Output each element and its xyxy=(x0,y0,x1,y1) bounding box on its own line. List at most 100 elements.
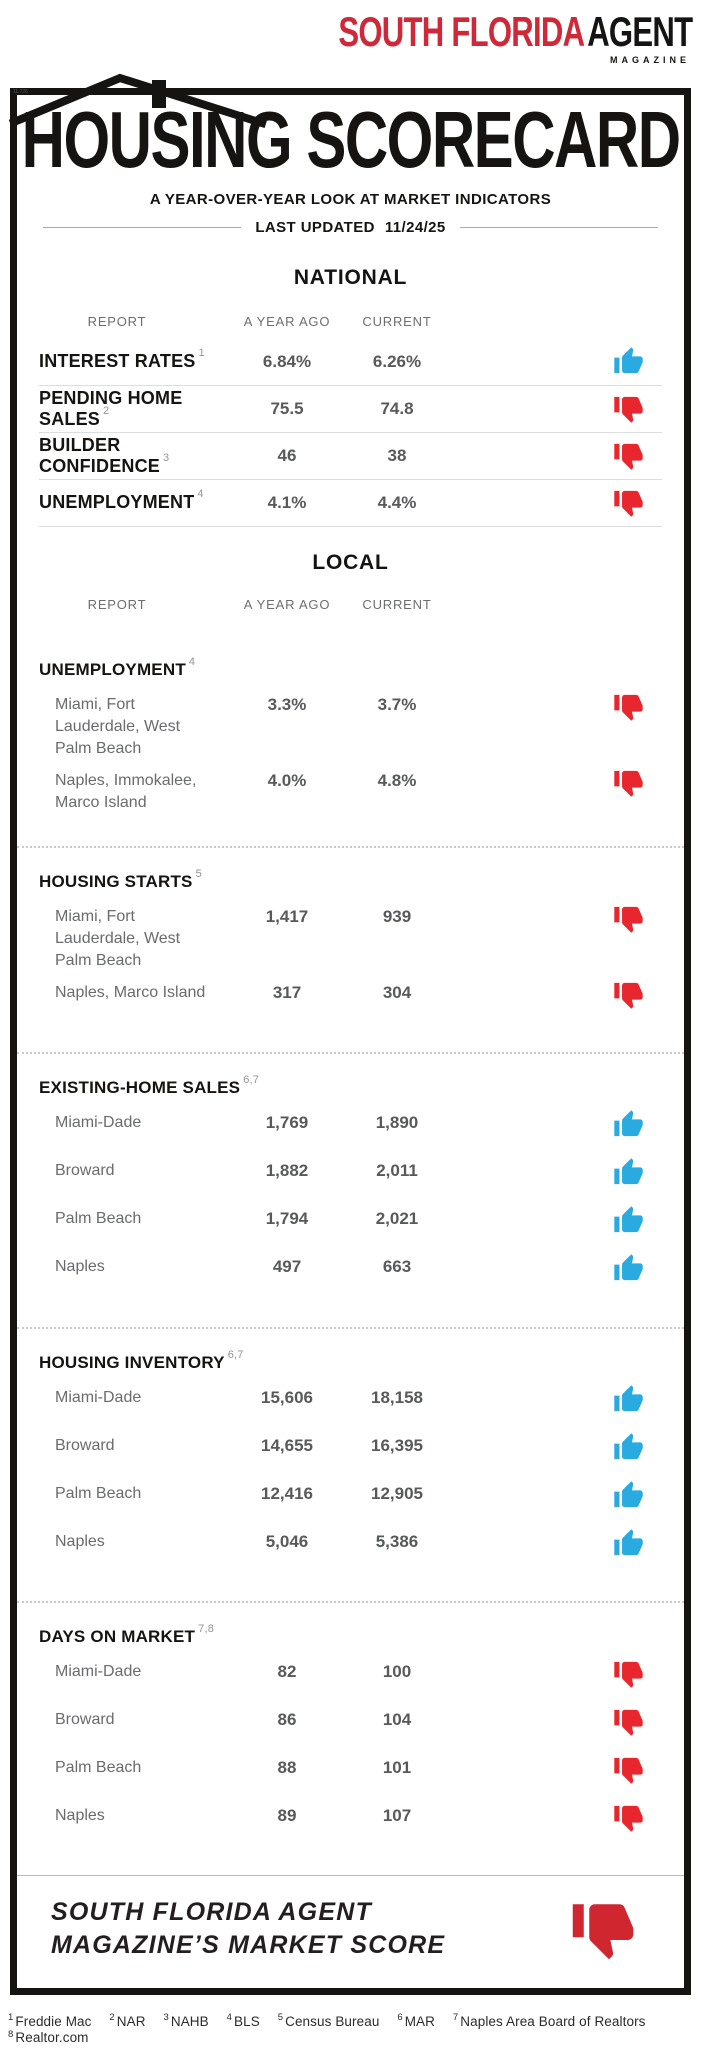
region-label: Broward xyxy=(55,1436,115,1454)
year-ago-value: 5,046 xyxy=(265,1531,309,1551)
footnote: 5 Census Bureau xyxy=(277,2012,380,2029)
footnote: 1 Freddie Mac xyxy=(8,2012,92,2029)
magazine-logo: SOUTH FLORIDAAGENT MAGAZINE xyxy=(214,9,693,66)
year-ago-value: 12,416 xyxy=(261,1483,313,1503)
national-heading: NATIONAL xyxy=(293,265,408,289)
table-row: INTEREST RATES 1 6.84% 6.26% xyxy=(17,339,684,385)
house-roof-icon xyxy=(8,73,268,129)
year-ago-value: 88 xyxy=(277,1757,297,1777)
page-title: HOUSING SCORECARD xyxy=(21,95,681,184)
current-value: 16,395 xyxy=(371,1435,423,1455)
year-ago-value: 4.0% xyxy=(267,771,307,791)
footnote: 7 Naples Area Board of Realtors xyxy=(452,2012,646,2029)
group-title: EXISTING-HOME SALES 6,7 xyxy=(39,1074,260,1098)
thumbs-up-icon xyxy=(613,1384,644,1415)
group-housing-starts: HOUSING STARTS 5 Miami, Fort Lauderdale, … xyxy=(17,846,684,1028)
current-value: 4.8% xyxy=(377,771,417,791)
table-row: Miami, Fort Lauderdale, West Palm Beach … xyxy=(17,904,684,980)
region-label: Broward xyxy=(55,1162,115,1180)
column-header-report: REPORT xyxy=(87,596,147,612)
thumbs-up-icon xyxy=(613,346,644,377)
group-unemployment: UNEMPLOYMENT 4 Miami, Fort Lauderdale, We… xyxy=(17,636,684,822)
report-label: BUILDER CONFIDENCE 3 xyxy=(39,434,170,476)
group-title: HOUSING STARTS 5 xyxy=(39,868,202,892)
thumbs-down-icon xyxy=(613,903,644,934)
section-local: LOCAL REPORT A YEAR AGO CURRENT xyxy=(17,551,684,612)
column-headers: REPORT A YEAR AGO CURRENT xyxy=(17,597,684,612)
region-label: Miami-Dade xyxy=(55,1388,142,1406)
local-heading: LOCAL xyxy=(312,550,389,574)
footnote: 6 MAR xyxy=(397,2012,436,2029)
group-existing-home-sales: EXISTING-HOME SALES 6,7 Miami-Dade 1,769 … xyxy=(17,1052,684,1302)
current-value: 4.4% xyxy=(377,492,417,512)
section-national: NATIONAL REPORT A YEAR AGO CURRENT INTER… xyxy=(17,266,684,527)
column-header-year-ago: A YEAR AGO xyxy=(243,596,331,612)
logo-wordmark: SOUTH FLORIDAAGENT xyxy=(338,9,693,54)
table-row: Naples, Marco Island 317 304 xyxy=(17,980,684,1028)
current-value: 6.26% xyxy=(372,351,422,371)
table-row: Naples 497 663 xyxy=(17,1254,684,1302)
thumbs-up-icon xyxy=(613,1109,644,1140)
year-ago-value: 46 xyxy=(277,445,297,465)
year-ago-value: 86 xyxy=(277,1709,297,1729)
group-housing-inventory: HOUSING INVENTORY 6,7 Miami-Dade 15,606 1… xyxy=(17,1326,684,1577)
thumbs-up-icon xyxy=(613,1528,644,1559)
year-ago-value: 4.1% xyxy=(267,492,307,512)
year-ago-value: 317 xyxy=(272,983,302,1003)
thumbs-up-icon xyxy=(613,1253,644,1284)
footnote: 2 NAR xyxy=(109,2012,146,2029)
thumbs-down-icon xyxy=(613,1706,644,1737)
table-row: Miami-Dade 1,769 1,890 xyxy=(17,1110,684,1158)
thumbs-down-icon xyxy=(613,767,644,798)
region-label: Miami-Dade xyxy=(55,1114,142,1132)
thumbs-down-icon xyxy=(613,979,644,1010)
region-label: Naples xyxy=(55,1258,105,1276)
subtitle: A YEAR-OVER-YEAR LOOK AT MARKET INDICATO… xyxy=(149,190,552,208)
last-updated: LAST UPDATED 11/24/25 xyxy=(17,219,684,236)
group-title: DAYS ON MARKET 7,8 xyxy=(39,1622,215,1646)
report-label: PENDING HOME SALES 2 xyxy=(39,387,183,429)
region-label: Miami, Fort Lauderdale, West Palm Beach xyxy=(55,908,181,970)
table-row: Broward 1,882 2,011 xyxy=(17,1158,684,1206)
region-label: Naples xyxy=(55,1806,105,1824)
current-value: 939 xyxy=(382,907,412,927)
group-title: HOUSING INVENTORY 6,7 xyxy=(39,1348,244,1372)
year-ago-value: 75.5 xyxy=(270,398,304,418)
current-value: 38 xyxy=(387,445,407,465)
row-divider xyxy=(39,525,662,527)
current-value: 100 xyxy=(382,1661,412,1681)
column-header-report: REPORT xyxy=(87,313,147,329)
group-title: UNEMPLOYMENT 4 xyxy=(39,656,196,680)
column-header-current: CURRENT xyxy=(362,596,432,612)
current-value: 101 xyxy=(382,1757,412,1777)
thumbs-up-icon xyxy=(613,1157,644,1188)
year-ago-value: 15,606 xyxy=(261,1387,313,1407)
row-divider xyxy=(39,431,662,433)
row-divider xyxy=(39,384,662,386)
table-row: Miami-Dade 15,606 18,158 xyxy=(17,1384,684,1433)
current-value: 12,905 xyxy=(371,1483,423,1503)
table-row: PENDING HOME SALES 2 75.5 74.8 xyxy=(17,386,684,432)
year-ago-value: 1,794 xyxy=(265,1209,309,1229)
scorecard-header: HOUSING SCORECARD A YEAR-OVER-YEAR LOOK … xyxy=(17,95,684,236)
year-ago-value: 3.3% xyxy=(267,695,307,715)
table-row: Broward 86 104 xyxy=(17,1707,684,1755)
current-value: 2,011 xyxy=(376,1161,418,1181)
last-updated-text: LAST UPDATED 11/24/25 xyxy=(255,219,445,236)
footnote: 8 Realtor.com xyxy=(8,2028,89,2046)
table-row: Naples 5,046 5,386 xyxy=(17,1528,684,1577)
table-row: Palm Beach 88 101 xyxy=(17,1755,684,1803)
year-ago-value: 6.84% xyxy=(262,351,312,371)
table-row: Miami-Dade 82 100 xyxy=(17,1659,684,1707)
thumbs-up-icon xyxy=(613,1205,644,1236)
group-days-on-market: DAYS ON MARKET 7,8 Miami-Dade 82 100 Brow… xyxy=(17,1600,684,1851)
logo-magazine-tagline: MAGAZINE xyxy=(610,55,690,66)
current-value: 3.7% xyxy=(377,695,417,715)
footnote-ref: 4 xyxy=(188,656,196,669)
market-score-label: SOUTH FLORIDA AGENT MAGAZINE’S MARKET SC… xyxy=(51,1898,446,1959)
year-ago-value: 82 xyxy=(277,1661,297,1681)
column-headers: REPORT A YEAR AGO CURRENT xyxy=(17,314,684,329)
current-value: 74.8 xyxy=(380,398,414,418)
thumbs-up-icon xyxy=(613,1432,644,1463)
thumbs-down-icon xyxy=(613,1658,644,1689)
